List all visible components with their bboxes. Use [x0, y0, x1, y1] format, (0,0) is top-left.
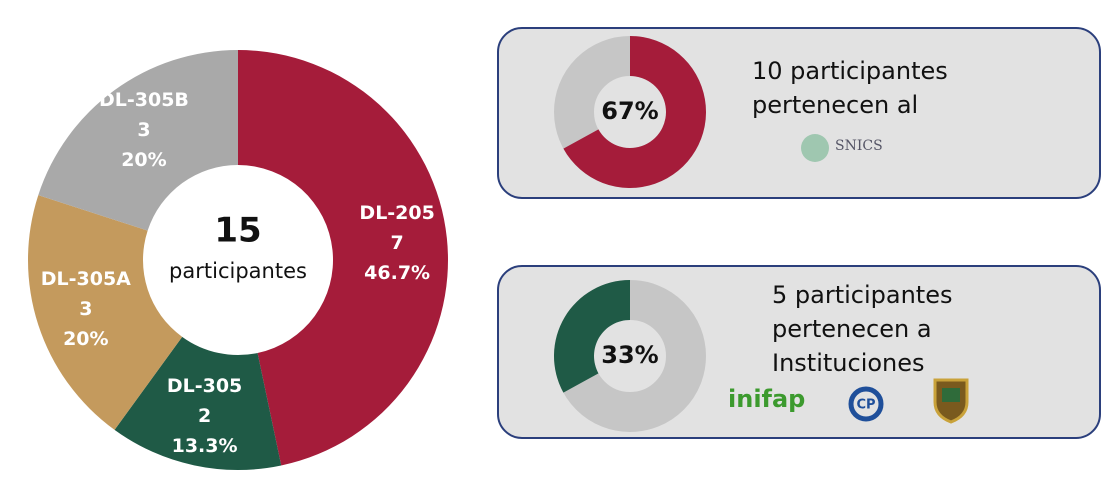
donut-segment — [114, 336, 282, 470]
logo: inifap — [728, 385, 805, 413]
caption-line: pertenecen a — [772, 315, 932, 343]
caption-line: pertenecen al — [752, 91, 918, 119]
segment-label: DL-305 — [167, 375, 242, 397]
segment-label: DL-205 — [359, 202, 434, 224]
segment-percent: 20% — [121, 149, 166, 171]
donut-segment — [238, 50, 448, 466]
segment-percent: 20% — [63, 328, 108, 350]
donut-segment — [563, 36, 706, 188]
donut-segment — [38, 50, 238, 231]
gauge-label: 67% — [601, 97, 658, 125]
center-total: 15 — [214, 211, 261, 251]
caption-line: 10 participantes — [752, 57, 948, 85]
segment-count: 3 — [79, 298, 92, 320]
segment-percent: 46.7% — [364, 262, 430, 284]
snics-icon — [801, 134, 829, 162]
donut-segment — [28, 195, 183, 430]
logo: SNICS — [835, 138, 883, 154]
segment-count: 2 — [198, 405, 211, 427]
segment-count: 3 — [137, 119, 150, 141]
gauge-label: 33% — [601, 341, 658, 369]
donut-segment — [554, 280, 630, 393]
segment-percent: 13.3% — [172, 435, 238, 457]
crest-icon — [933, 378, 969, 424]
segment-label: DL-305A — [41, 268, 131, 290]
caption-line: Instituciones — [772, 349, 925, 377]
logo: CP — [856, 398, 875, 413]
segment-label: DL-305B — [99, 89, 189, 111]
segment-count: 7 — [391, 232, 404, 254]
center-label: participantes — [169, 259, 307, 283]
cp-icon — [848, 386, 884, 422]
caption-line: 5 participantes — [772, 281, 952, 309]
